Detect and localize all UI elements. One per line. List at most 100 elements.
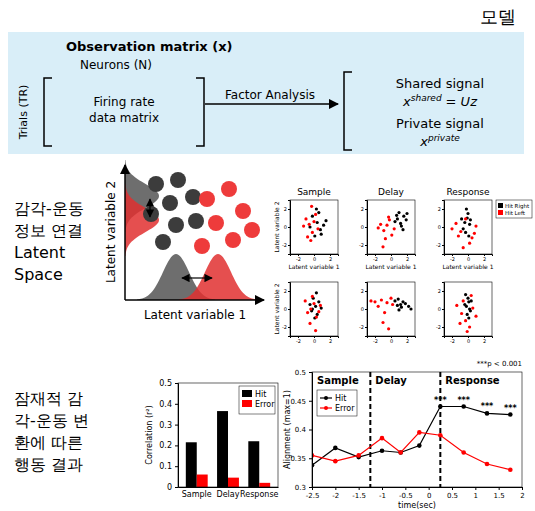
tick-label: -2 (436, 242, 441, 248)
phase-label: Response (445, 375, 500, 386)
tick: 2 (361, 206, 367, 212)
schematic-dot (188, 213, 204, 229)
tick-label: -2 (373, 338, 378, 344)
tick: 0.5 (447, 487, 458, 500)
bar (259, 483, 270, 487)
point (458, 322, 461, 325)
tick-label: 0.5 (159, 379, 172, 388)
legend-box (239, 386, 275, 414)
tick: -2 (450, 336, 455, 344)
tick: -2 (332, 487, 339, 500)
point (380, 448, 385, 453)
tick-label: 2 (329, 338, 332, 344)
bar (186, 442, 197, 487)
tick-label: -2 (450, 338, 455, 344)
tick: 0 (438, 224, 444, 230)
point (470, 294, 473, 297)
point (356, 453, 361, 458)
axis-title: Latent variable 1 (442, 263, 493, 270)
point (400, 306, 403, 309)
point (468, 223, 471, 226)
bar-chart: SampleDelayResponse00.10.20.30.40.5Corre… (145, 379, 279, 499)
double-arrow (182, 277, 212, 278)
tick-mark (365, 309, 367, 310)
axis-line (288, 201, 291, 255)
axis-title: Latent variable 1 (365, 263, 416, 270)
point (389, 297, 392, 300)
tick-label: 2 (361, 288, 364, 294)
scatter-panel: -202-202 (436, 282, 493, 344)
tick: -2 (359, 242, 367, 248)
point (308, 303, 311, 306)
points (455, 293, 477, 333)
point (398, 450, 403, 455)
annotation: *** (481, 402, 494, 411)
axis-line (288, 283, 291, 337)
x-axis: -202 (291, 336, 339, 344)
point (387, 327, 390, 330)
legend-label: Hit (255, 390, 266, 399)
legend-marker (324, 396, 328, 400)
point (397, 211, 400, 214)
point (464, 217, 467, 220)
axis-line (365, 283, 368, 337)
legend-label: Hit (335, 394, 346, 403)
points (369, 297, 412, 331)
point (460, 217, 463, 220)
bracket (344, 72, 352, 150)
tick-mark (309, 487, 312, 488)
x-axis: -202 (368, 336, 416, 344)
point (373, 300, 376, 303)
tick-mark (175, 404, 178, 405)
point (463, 303, 466, 306)
tick-mark (288, 209, 290, 210)
scatter-panel: -202-202Latent variable 2 (273, 282, 339, 344)
schematic-dot (235, 203, 251, 219)
scatter-panel: -202-202DelayLatent variable 1 (359, 187, 417, 270)
x-axis: -202 (368, 254, 416, 262)
point (467, 234, 470, 237)
point (457, 234, 460, 237)
tick: -2 (282, 242, 290, 248)
legend-box (317, 390, 357, 416)
tick-mark (442, 209, 444, 210)
tick: 0 (361, 306, 367, 312)
point (399, 303, 402, 306)
tick-label: -2 (296, 338, 301, 344)
point (324, 219, 327, 222)
points (302, 205, 328, 242)
tick-label: 2 (406, 256, 409, 262)
tick-label: 2 (483, 256, 486, 262)
tick: 2 (406, 254, 409, 262)
point (465, 207, 468, 210)
tick: 0 (313, 254, 316, 262)
point (315, 207, 318, 210)
axis-title: Alignment (max=1) (283, 390, 292, 469)
point (379, 223, 382, 226)
phase-label: Sample (317, 375, 359, 386)
output-equation: xshared= Uz (402, 93, 478, 109)
legend: Hit RightHit Left (496, 200, 532, 218)
tick-label: 2 (361, 206, 364, 212)
point (388, 218, 391, 221)
tick-mark (288, 291, 290, 292)
schematic-dot (221, 181, 237, 197)
tick-mark (309, 458, 312, 459)
point (382, 229, 385, 232)
plot-frame (178, 383, 278, 487)
bracket (196, 78, 204, 146)
point (317, 300, 320, 303)
tick-label: 1 (474, 492, 478, 500)
plot-frame (367, 282, 415, 336)
x-axis: -202 (291, 254, 339, 262)
schematic: Latent variable 1Latent variable 2 (104, 160, 264, 322)
tick-mark (452, 487, 453, 490)
point (316, 227, 319, 230)
point (377, 226, 380, 229)
point (417, 443, 422, 448)
point (460, 312, 463, 315)
plot-frame (312, 372, 522, 487)
x-axis: -202 (445, 254, 493, 262)
point (438, 404, 443, 409)
point (317, 310, 320, 313)
